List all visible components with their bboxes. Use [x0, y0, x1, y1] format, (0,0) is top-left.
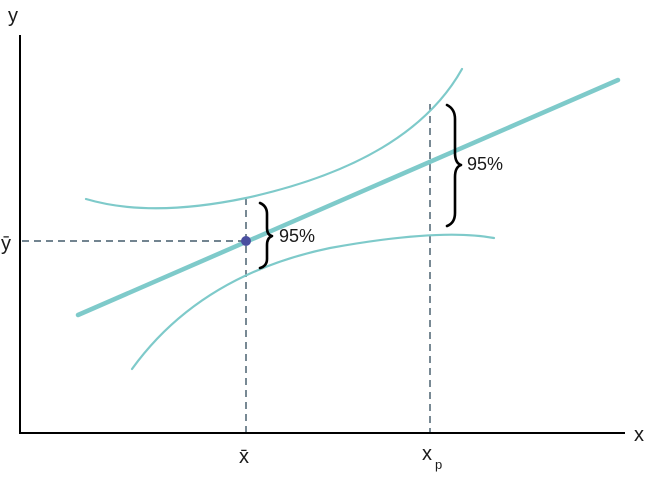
upper-confidence-curve	[84, 67, 464, 210]
x-axis-label: x	[634, 424, 644, 446]
mean-point	[241, 236, 251, 246]
x-p-tick-subscript: p	[435, 457, 442, 472]
y-axis-label: y	[8, 5, 18, 27]
interval-label-at-xp: 95%	[467, 154, 503, 174]
x-mean-tick-label: x̄	[239, 446, 249, 468]
interval-brace-at-xp	[445, 103, 463, 228]
x-p-tick-base: x	[422, 443, 432, 465]
x-p-tick-label: x p	[422, 443, 442, 472]
regression-line	[75, 77, 621, 318]
interval-brace-at-mean	[258, 201, 274, 270]
interval-label-at-mean: 95%	[279, 226, 315, 246]
y-mean-tick-label: ȳ	[1, 233, 11, 255]
lower-confidence-curve	[130, 233, 496, 371]
